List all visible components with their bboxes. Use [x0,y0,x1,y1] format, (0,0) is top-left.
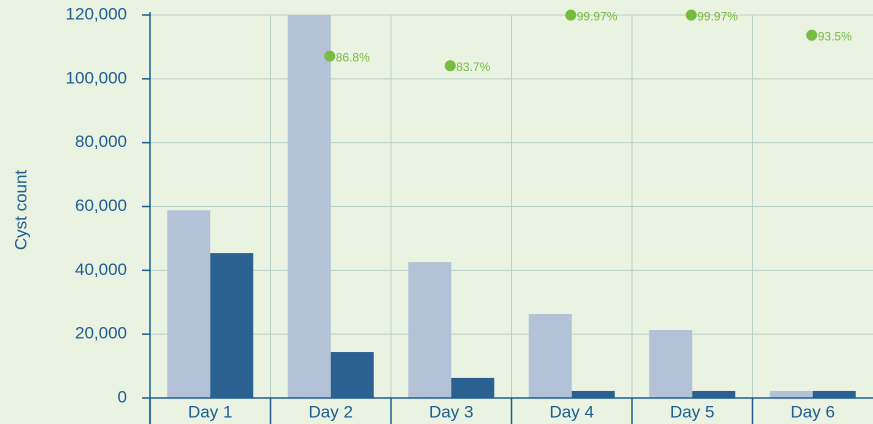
x-tick-label: Day 5 [670,402,714,421]
bar [649,330,693,398]
y-tick-label: 100,000 [66,68,127,87]
y-axis-label: Cyst count [11,170,30,251]
percent-label: 99.97% [577,9,618,23]
percent-dot [324,50,336,62]
percent-dot [685,9,697,21]
bar [167,210,211,398]
bar [210,253,254,398]
percent-label: 93.5% [818,29,852,43]
bar [812,390,856,398]
bar [287,15,331,398]
y-tick-label: 60,000 [75,196,127,215]
x-tick-label: Day 6 [791,402,835,421]
bar [571,390,615,398]
percent-dot [444,60,456,72]
bar [330,352,374,398]
percent-dot [806,29,818,41]
y-tick-label: 0 [118,387,127,406]
percent-label: 86.8% [336,50,370,64]
x-tick-label: Day 3 [429,402,473,421]
percent-label: 99.97% [697,9,738,23]
bar [692,390,736,398]
y-tick-label: 20,000 [75,324,127,343]
bar [408,262,452,398]
y-tick-label: 40,000 [75,260,127,279]
bar [528,314,572,398]
x-tick-label: Day 4 [550,402,594,421]
bar [769,390,813,398]
y-tick-label: 80,000 [75,132,127,151]
percent-label: 83.7% [456,60,490,74]
x-tick-label: Day 1 [188,402,232,421]
x-tick-label: Day 2 [309,402,353,421]
y-tick-label: 120,000 [66,4,127,23]
bar [451,377,495,398]
percent-dot [565,9,577,21]
